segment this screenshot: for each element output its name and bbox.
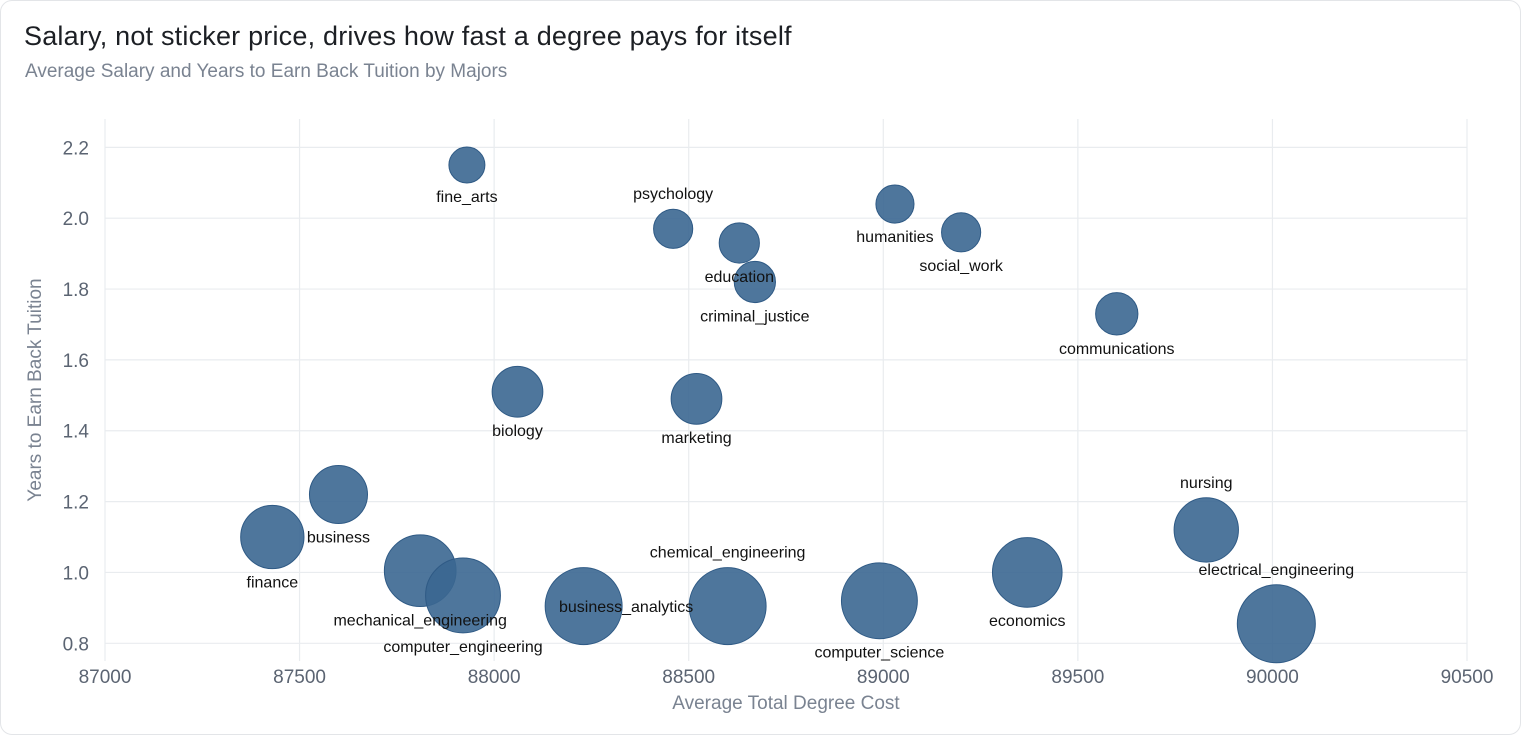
bubble-chemical_engineering	[688, 567, 767, 646]
y-tick-label: 2.0	[63, 209, 89, 230]
bubble-psychology	[653, 208, 694, 249]
y-tick-label: 1.2	[63, 493, 89, 514]
x-tick-label: 89500	[1051, 667, 1104, 688]
x-tick-label: 90500	[1441, 667, 1494, 688]
y-tick-label: 1.8	[63, 280, 89, 301]
bubble-computer_science	[840, 562, 918, 640]
bubble-label-marketing: marketing	[661, 430, 731, 447]
x-tick-label: 90000	[1246, 667, 1299, 688]
chart-title: Salary, not sticker price, drives how fa…	[24, 21, 792, 51]
grid-lines	[104, 119, 1468, 661]
bubble-social_work	[941, 212, 982, 253]
chart-subtitle: Average Salary and Years to Earn Back Tu…	[25, 61, 508, 82]
bubble-label-computer_engineering: computer_engineering	[383, 639, 542, 656]
bubble-education	[718, 222, 760, 264]
bubble-fine_arts	[448, 146, 486, 184]
bubble-computer_engineering	[425, 557, 501, 634]
bubble-label-communications: communications	[1059, 341, 1175, 358]
x-axis-title: Average Total Degree Cost	[672, 693, 900, 714]
bubble-criminal_justice	[733, 260, 776, 304]
y-tick-label: 0.8	[63, 634, 89, 655]
bubble-economics	[991, 537, 1063, 608]
bubble-label-social_work: social_work	[919, 258, 1004, 275]
x-tick-label: 89000	[857, 667, 910, 688]
bubble-marketing	[670, 373, 723, 425]
bubble-nursing	[1173, 497, 1239, 563]
bubble-label-psychology: psychology	[633, 186, 713, 203]
bubble-business_analytics	[544, 567, 623, 646]
bubble-label-business_analytics: business_analytics	[559, 599, 693, 616]
y-tick-label: 1.4	[63, 422, 90, 443]
bubble-electrical_engineering	[1236, 584, 1316, 664]
y-tick-label: 1.6	[63, 351, 89, 372]
bubble-humanities	[875, 184, 915, 224]
bubble-label-humanities: humanities	[856, 229, 933, 246]
y-tick-label: 2.2	[63, 138, 89, 159]
bubble-label-mechanical_engineering: mechanical_engineering	[333, 613, 506, 630]
bubble-finance	[240, 504, 305, 570]
bubble-label-biology: biology	[492, 423, 543, 440]
bubble-label-chemical_engineering: chemical_engineering	[650, 545, 806, 562]
axis-ticks: 87000 87500 88000 88500 89000 89500 90000 90500…	[63, 138, 1494, 688]
x-tick-label: 87000	[79, 667, 132, 688]
bubble-biology	[491, 365, 544, 418]
x-tick-label: 88500	[662, 667, 715, 688]
x-tick-label: 87500	[273, 667, 326, 688]
bubble-labels: fine_arts psychology education criminal_jus…	[247, 186, 1355, 661]
bubble-label-nursing: nursing	[1180, 475, 1232, 492]
bubble-label-fine_arts: fine_arts	[436, 189, 497, 206]
bubble-business	[308, 464, 369, 525]
bubble-label-education: education	[705, 269, 774, 286]
bubble-label-criminal_justice: criminal_justice	[700, 309, 809, 326]
bubble-label-business: business	[307, 530, 370, 547]
bubble-label-electrical_engineering: electrical_engineering	[1198, 562, 1354, 579]
x-tick-label: 88000	[468, 667, 521, 688]
y-tick-label: 1.0	[63, 563, 89, 584]
bubble-label-finance: finance	[247, 575, 299, 592]
bubbles	[240, 146, 1316, 664]
y-axis-title: Years to Earn Back Tuition	[25, 278, 46, 501]
bubble-label-economics: economics	[989, 613, 1065, 630]
bubble-communications	[1095, 292, 1139, 336]
bubble-label-computer_science: computer_science	[814, 645, 944, 662]
